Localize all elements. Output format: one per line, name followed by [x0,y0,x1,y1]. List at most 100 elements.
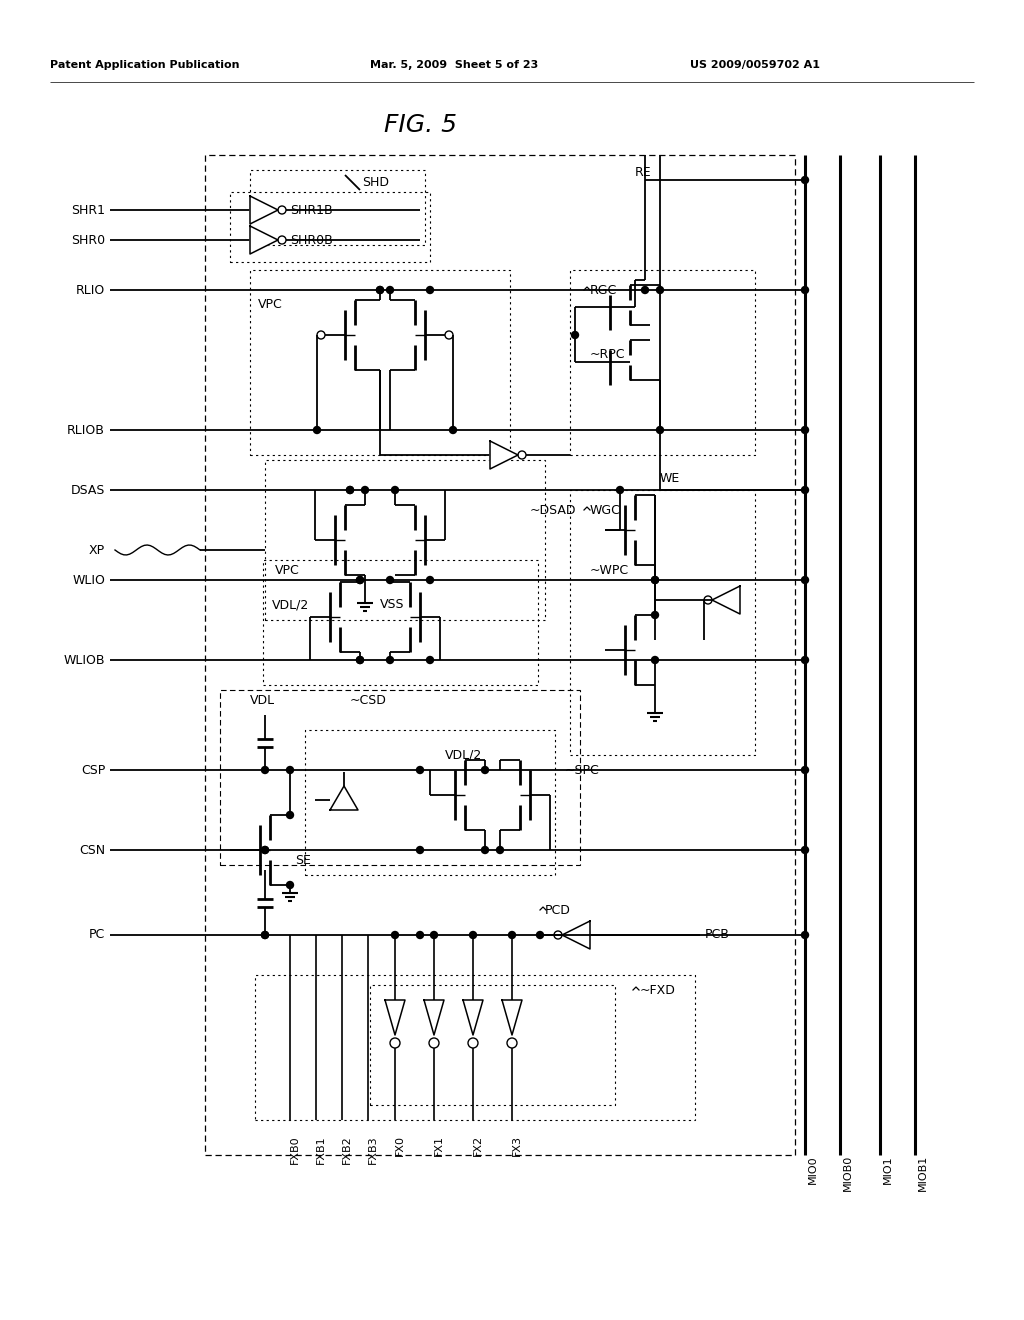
Circle shape [356,577,364,583]
Circle shape [261,846,268,854]
Text: FXB0: FXB0 [290,1135,300,1164]
Circle shape [287,882,294,888]
Text: XP: XP [89,544,105,557]
Circle shape [651,656,658,664]
Circle shape [481,846,488,854]
Circle shape [427,656,433,664]
Circle shape [481,767,488,774]
Bar [250,170,425,246]
Circle shape [261,767,268,774]
Circle shape [802,577,809,583]
Text: FX3: FX3 [512,1135,522,1156]
Circle shape [656,426,664,433]
Circle shape [417,767,424,774]
Bar [265,459,545,620]
Text: WGC: WGC [590,503,621,516]
Circle shape [537,932,544,939]
Circle shape [802,932,809,939]
Polygon shape [463,1001,483,1035]
Text: SHR1: SHR1 [71,203,105,216]
Polygon shape [385,1001,406,1035]
Circle shape [391,932,398,939]
Circle shape [287,767,294,774]
Bar [570,490,755,755]
Polygon shape [424,1001,444,1035]
Circle shape [802,487,809,494]
Circle shape [571,331,579,338]
Text: SHR1B: SHR1B [290,203,333,216]
Circle shape [356,577,364,583]
Polygon shape [250,226,278,253]
Text: CSN: CSN [79,843,105,857]
Circle shape [346,487,353,494]
Circle shape [509,932,515,939]
Text: RGC: RGC [590,284,617,297]
Polygon shape [562,921,590,949]
Bar [255,975,695,1119]
Bar [205,154,795,1155]
Polygon shape [712,586,740,614]
Circle shape [361,487,369,494]
Circle shape [802,286,809,293]
Bar [263,560,538,685]
Circle shape [802,846,809,854]
Circle shape [469,932,476,939]
Circle shape [450,426,457,433]
Circle shape [261,846,268,854]
Circle shape [386,656,393,664]
Text: Patent Application Publication: Patent Application Publication [50,59,240,70]
Bar [570,271,755,455]
Bar [250,271,510,455]
Circle shape [802,656,809,664]
Text: VDL: VDL [250,693,275,706]
Text: SHR0B: SHR0B [290,234,333,247]
Bar [230,191,430,261]
Text: DSAS: DSAS [71,483,105,496]
Text: FX0: FX0 [395,1135,406,1156]
Bar [305,730,555,875]
Text: ~CSD: ~CSD [350,693,387,706]
Text: SHR0: SHR0 [71,234,105,247]
Text: ~WPC: ~WPC [590,564,629,577]
Circle shape [641,286,648,293]
Polygon shape [502,1001,522,1035]
Polygon shape [330,785,358,810]
Text: MIOB1: MIOB1 [918,1155,928,1191]
Text: PC: PC [89,928,105,941]
Text: ~SPC: ~SPC [565,763,600,776]
Text: US 2009/0059702 A1: US 2009/0059702 A1 [690,59,820,70]
Circle shape [313,426,321,433]
Text: MIO0: MIO0 [808,1155,818,1184]
Circle shape [651,577,658,583]
Circle shape [417,846,424,854]
Text: MIO1: MIO1 [883,1155,893,1184]
Text: FX2: FX2 [473,1135,483,1156]
Text: WLIO: WLIO [72,573,105,586]
Circle shape [287,812,294,818]
Circle shape [651,577,658,583]
Polygon shape [250,195,278,224]
Circle shape [261,932,268,939]
Text: RLIOB: RLIOB [68,424,105,437]
Text: FX1: FX1 [434,1135,444,1156]
Text: WLIOB: WLIOB [63,653,105,667]
Text: VPC: VPC [258,298,283,312]
Text: SE: SE [295,854,311,866]
Circle shape [417,932,424,939]
Text: WE: WE [660,471,680,484]
Text: FXB2: FXB2 [342,1135,352,1164]
Circle shape [427,577,433,583]
Circle shape [386,577,393,583]
Circle shape [356,656,364,664]
Text: MIOB0: MIOB0 [843,1155,853,1191]
Text: Mar. 5, 2009  Sheet 5 of 23: Mar. 5, 2009 Sheet 5 of 23 [370,59,539,70]
Text: VDL/2: VDL/2 [445,748,482,762]
Polygon shape [490,441,518,469]
Text: FXB1: FXB1 [316,1135,326,1164]
Text: FIG. 5: FIG. 5 [384,114,457,137]
Circle shape [651,611,658,619]
Circle shape [391,487,398,494]
Circle shape [261,932,268,939]
Circle shape [802,426,809,433]
Text: VDL/2: VDL/2 [272,598,309,611]
